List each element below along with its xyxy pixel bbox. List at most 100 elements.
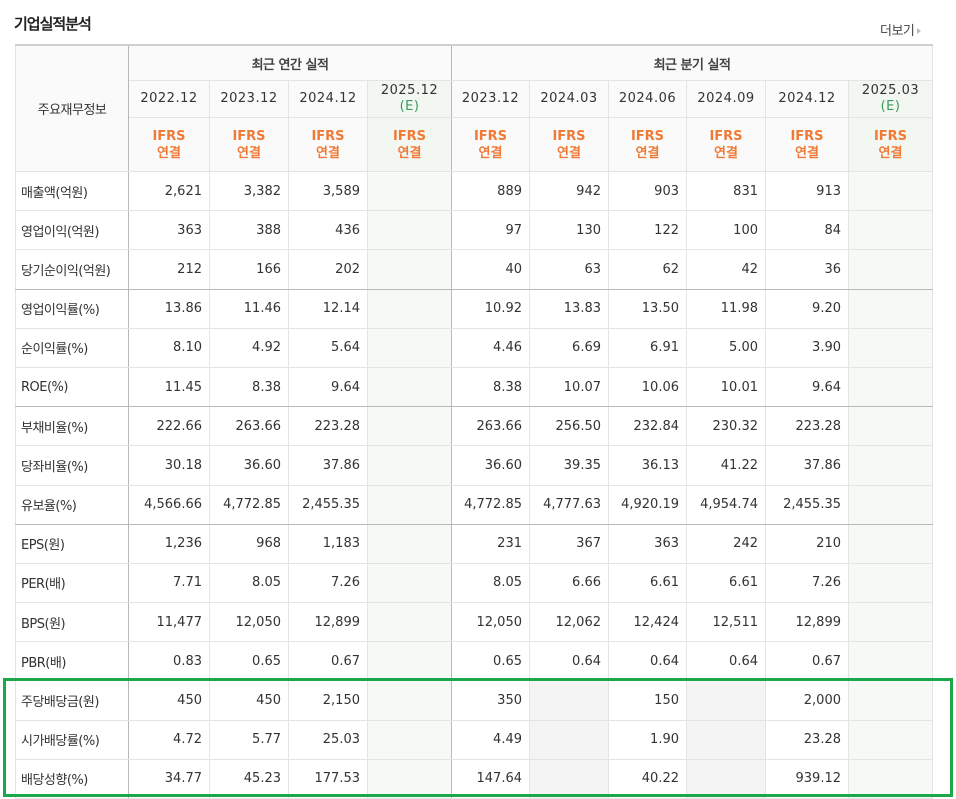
table-row: BPS(원) 11,477 12,050 12,899 12,050 12,062 12,4… — [15, 602, 933, 643]
quarter-value: 37.86 — [765, 445, 849, 486]
quarter-value: 12,062 — [529, 602, 609, 643]
quarter-value: 8.38 — [451, 366, 530, 408]
quarter-value: 350 — [451, 680, 530, 721]
annual-value: 450 — [128, 680, 210, 721]
table-row: 배당성향(%) 34.77 45.23 177.53 147.64 40.22 939.12 — [15, 758, 933, 799]
period-label: 2022.12 — [140, 91, 198, 106]
quarter-value — [529, 758, 609, 799]
annual-value: 8.38 — [209, 366, 289, 408]
quarter-value: 903 — [608, 170, 687, 212]
more-link[interactable]: 더보기 — [880, 20, 922, 39]
annual-value: 4.72 — [128, 719, 210, 760]
more-label: 더보기 — [880, 24, 915, 39]
period-label: 2024.12 — [299, 91, 357, 106]
basis-ifrs: IFRS — [232, 128, 266, 144]
quarter-value: 122 — [608, 210, 687, 251]
annual-value: 388 — [209, 210, 289, 251]
annual-value — [367, 366, 452, 408]
basis-ifrs: IFRS — [311, 128, 345, 144]
period-header: 2024.09 — [686, 80, 766, 118]
basis-ifrs: IFRS — [152, 128, 186, 144]
quarter-group-header: 최근 분기 실적 — [451, 44, 933, 81]
quarter-value: 41.22 — [686, 445, 766, 486]
quarter-value: 6.61 — [686, 562, 766, 604]
table-row: 당기순이익(억원) 212 166 202 40 63 62 42 36 — [15, 249, 933, 290]
quarter-value: 0.64 — [529, 641, 609, 682]
quarter-value: 4,954.74 — [686, 484, 766, 525]
quarter-value: 263.66 — [451, 406, 530, 447]
annual-value: 11,477 — [128, 602, 210, 643]
annual-value: 1,183 — [288, 523, 368, 564]
annual-value: 0.67 — [288, 641, 368, 682]
table-row: 영업이익률(%) 13.86 11.46 12.14 10.92 13.83 13.50 11… — [15, 288, 933, 329]
period-header: 2024.12 — [765, 80, 849, 118]
annual-value: 968 — [209, 523, 289, 564]
quarter-value: 23.28 — [765, 719, 849, 760]
basis-header: IFRS 연결 — [686, 117, 766, 172]
annual-value: 7.71 — [128, 562, 210, 604]
annual-value: 2,455.35 — [288, 484, 368, 525]
quarter-value: 12,050 — [451, 602, 530, 643]
row-label: 영업이익률(%) — [15, 288, 129, 329]
quarter-value: 367 — [529, 523, 609, 564]
period-header: 2024.12 — [288, 80, 368, 118]
quarter-value — [848, 758, 933, 799]
row-label: 유보율(%) — [15, 484, 129, 525]
row-label: 순이익률(%) — [15, 327, 129, 368]
row-label: ROE(%) — [15, 366, 129, 408]
row-label: 시가배당률(%) — [15, 719, 129, 760]
quarter-value: 12,424 — [608, 602, 687, 643]
annual-value: 34.77 — [128, 758, 210, 799]
basis-header: IFRS 연결 — [848, 117, 933, 172]
annual-value: 11.46 — [209, 288, 289, 329]
quarter-value: 40.22 — [608, 758, 687, 799]
quarter-value: 230.32 — [686, 406, 766, 447]
annual-value: 45.23 — [209, 758, 289, 799]
annual-value: 177.53 — [288, 758, 368, 799]
quarter-value: 42 — [686, 249, 766, 290]
annual-value: 3,382 — [209, 170, 289, 212]
quarter-value — [529, 680, 609, 721]
quarter-value — [848, 249, 933, 290]
quarter-value: 13.50 — [608, 288, 687, 329]
quarter-value — [686, 680, 766, 721]
annual-value: 1,236 — [128, 523, 210, 564]
annual-value: 450 — [209, 680, 289, 721]
annual-value: 3,589 — [288, 170, 368, 212]
quarter-value: 2,000 — [765, 680, 849, 721]
basis-header: IFRS 연결 — [765, 117, 849, 172]
quarter-value — [848, 562, 933, 604]
row-label: EPS(원) — [15, 523, 129, 564]
annual-value — [367, 602, 452, 643]
annual-value — [367, 327, 452, 368]
period-label: 2024.06 — [618, 91, 677, 106]
quarter-value: 8.05 — [451, 562, 530, 604]
table-row: EPS(원) 1,236 968 1,183 231 367 363 242 210 — [15, 523, 933, 564]
annual-value: 5.64 — [288, 327, 368, 368]
row-label: 배당성향(%) — [15, 758, 129, 799]
annual-value: 8.10 — [128, 327, 210, 368]
quarter-value — [529, 719, 609, 760]
annual-value: 0.83 — [128, 641, 210, 682]
annual-value: 166 — [209, 249, 289, 290]
table-row: 매출액(억원) 2,621 3,382 3,589 889 942 903 831 913 — [15, 170, 933, 212]
quarter-value: 231 — [451, 523, 530, 564]
quarter-value: 232.84 — [608, 406, 687, 447]
quarter-value: 36.60 — [451, 445, 530, 486]
quarter-value: 4,772.85 — [451, 484, 530, 525]
annual-value: 223.28 — [288, 406, 368, 447]
annual-value: 212 — [128, 249, 210, 290]
row-label: 당기순이익(억원) — [15, 249, 129, 290]
row-label: 당좌비율(%) — [15, 445, 129, 486]
quarter-value: 9.20 — [765, 288, 849, 329]
quarter-value — [848, 288, 933, 329]
annual-group-header: 최근 연간 실적 — [128, 44, 452, 81]
financial-table: 주요재무정보 최근 연간 실적 최근 분기 실적 2022.12 2023.12 2… — [15, 44, 933, 799]
table-row: ROE(%) 11.45 8.38 9.64 8.38 10.07 10.06 10.01 9.… — [15, 366, 933, 408]
quarter-value: 40 — [451, 249, 530, 290]
annual-value: 25.03 — [288, 719, 368, 760]
row-label: BPS(원) — [15, 602, 129, 643]
row-label: PER(배) — [15, 562, 129, 604]
quarter-value: 12,899 — [765, 602, 849, 643]
table-row: PBR(배) 0.83 0.65 0.67 0.65 0.64 0.64 0.64 0.67 — [15, 641, 933, 682]
